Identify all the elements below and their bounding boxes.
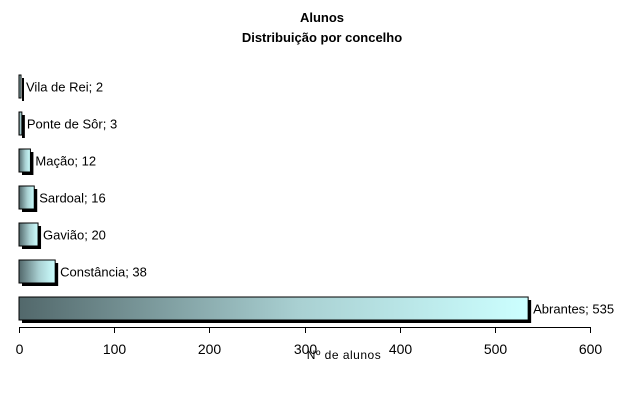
- x-tick-label: 0: [16, 341, 24, 357]
- data-label: Gavião; 20: [43, 228, 106, 243]
- bar: [18, 74, 22, 99]
- x-tick-label: 500: [484, 341, 508, 357]
- bar: [18, 111, 23, 136]
- bar-shadow: [22, 78, 24, 101]
- data-label: Ponte de Sôr; 3: [27, 117, 117, 132]
- bar: [18, 222, 39, 247]
- x-tick-label: 100: [103, 341, 127, 357]
- bar: [18, 296, 529, 321]
- x-tick-label: 400: [389, 341, 413, 357]
- data-label: Vila de Rei; 2: [26, 80, 103, 95]
- x-axis-label: Nº de alunos: [306, 348, 382, 362]
- x-tick-label: 300: [294, 341, 318, 357]
- bar: [18, 259, 56, 284]
- bar: [18, 148, 31, 173]
- x-tick-label: 600: [579, 341, 603, 357]
- bar: [18, 185, 35, 210]
- bar-shadow: [22, 115, 25, 138]
- chart-subtitle: Distribuição por concelho: [241, 30, 403, 45]
- chart-title: Alunos: [299, 10, 345, 25]
- data-label: Mação; 12: [35, 154, 96, 169]
- data-label: Sardoal; 16: [39, 191, 106, 206]
- x-tick-label: 200: [198, 341, 222, 357]
- data-label: Abrantes; 535: [533, 302, 614, 317]
- data-label: Constância; 38: [60, 265, 147, 280]
